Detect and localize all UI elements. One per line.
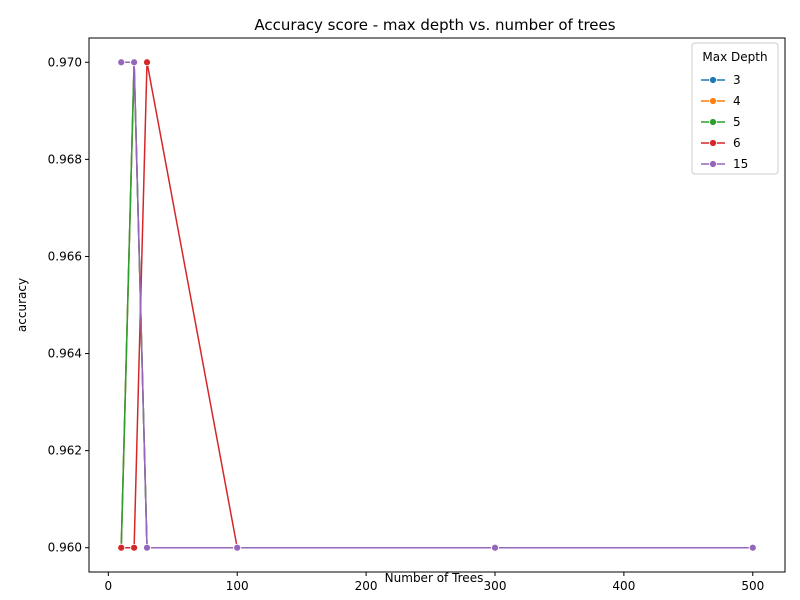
y-tick-label: 0.962 (48, 444, 82, 458)
y-tick-label: 0.964 (48, 347, 82, 361)
y-tick-label: 0.970 (48, 55, 82, 69)
legend-marker-3 (709, 76, 717, 84)
x-axis: 0 100 200 300 400 500 (105, 572, 764, 593)
legend-label-3: 3 (733, 73, 741, 87)
series-line-3 (120, 62, 753, 549)
plot-area-frame (88, 37, 786, 573)
data-point-6 (130, 543, 139, 552)
data-point-15 (748, 543, 757, 552)
legend-label-5: 5 (733, 115, 741, 129)
series-line-5 (120, 62, 753, 549)
legend-label-6: 6 (733, 136, 741, 150)
x-tick-label: 400 (612, 579, 635, 593)
y-axis: 0.960 0.962 0.964 0.966 0.968 0.970 (48, 55, 89, 555)
y-tick-label: 0.960 (48, 541, 82, 555)
legend-marker-5 (709, 118, 717, 126)
legend-label-4: 4 (733, 94, 741, 108)
legend-marker-15 (709, 160, 717, 168)
y-tick-label: 0.966 (48, 249, 82, 263)
legend-marker-6 (709, 139, 717, 147)
data-point-15 (233, 543, 242, 552)
y-axis-label: accuracy (15, 278, 29, 332)
legend-title: Max Depth (702, 50, 767, 64)
plot-lines (120, 61, 753, 549)
legend-marker-4 (709, 97, 717, 105)
series-line-6 (121, 62, 753, 549)
x-tick-label: 100 (226, 579, 249, 593)
chart-title: Accuracy score - max depth vs. number of… (254, 16, 615, 34)
data-point-15 (130, 58, 139, 67)
data-point-15 (117, 58, 126, 67)
legend: Max Depth 3 4 5 6 15 (691, 42, 779, 175)
x-tick-label: 300 (484, 579, 507, 593)
x-tick-label: 200 (355, 579, 378, 593)
series-line-4 (120, 62, 753, 549)
x-axis-label: Number of Trees (385, 571, 484, 585)
data-point-15 (143, 543, 151, 552)
data-point-15 (491, 543, 499, 552)
data-point-6 (117, 543, 126, 552)
data-point-6 (143, 58, 151, 67)
x-tick-label: 0 (105, 579, 113, 593)
series-line-15 (121, 61, 753, 549)
x-tick-label: 500 (741, 579, 764, 593)
legend-label-15: 15 (733, 157, 748, 171)
plot-markers (117, 58, 757, 552)
y-tick-label: 0.968 (48, 152, 82, 166)
